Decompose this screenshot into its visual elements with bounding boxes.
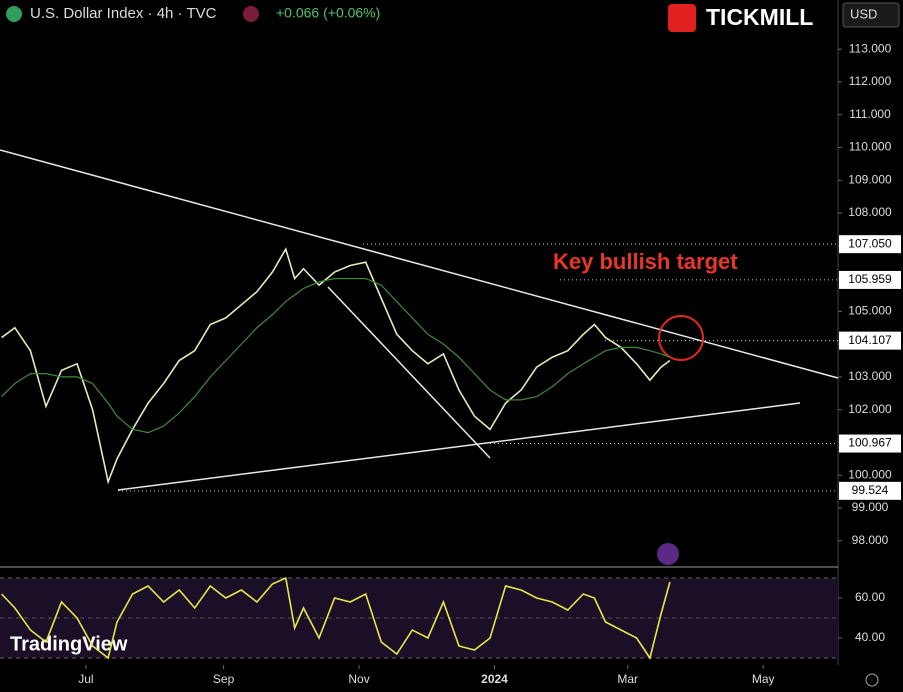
y-tick-label: 105.000: [848, 304, 892, 318]
level-label: 105.959: [848, 272, 892, 286]
level-box: [839, 270, 901, 289]
y-tick-label: 108.000: [848, 205, 892, 219]
x-tick-label: 2024: [481, 672, 508, 686]
y-tick-label: 100.000: [848, 467, 892, 481]
x-tick-label: Sep: [213, 672, 235, 686]
brand: TICKMILL: [706, 4, 813, 30]
indicator-icon: [243, 6, 259, 22]
series-line: [0, 576, 671, 660]
y-tick-label: 98.000: [852, 533, 889, 547]
x-tick-label: Nov: [348, 672, 369, 686]
annotation: Key bullish target: [553, 249, 738, 274]
level-box: [839, 481, 901, 500]
x-tick-label: Mar: [617, 672, 638, 686]
brand-logo: [668, 4, 696, 32]
settings-icon[interactable]: [865, 673, 879, 687]
y-tick-label: 111.000: [849, 107, 891, 121]
x-tick-label: May: [752, 672, 775, 686]
currency-button[interactable]: [842, 2, 900, 28]
symbol-title: U.S. Dollar Index · 4h · TVC: [30, 5, 217, 22]
x-tick-label: Jul: [78, 672, 93, 686]
level-label: 100.967: [848, 436, 892, 450]
series-line: [1, 277, 671, 434]
level-box: [839, 235, 901, 254]
y-tick-label: 40.00: [855, 630, 885, 644]
trendline: [0, 149, 839, 379]
level-label: 104.107: [848, 333, 892, 347]
y-tick-label: 109.000: [848, 172, 892, 186]
y-tick-label: 110.000: [849, 140, 892, 154]
level-box: [839, 434, 901, 453]
y-tick-label: 102.000: [848, 402, 892, 416]
y-tick-label: 112.000: [849, 74, 892, 88]
y-tick-label: 99.000: [852, 500, 889, 514]
alert-icon[interactable]: [657, 543, 679, 565]
currency[interactable]: USD: [850, 6, 877, 21]
series-line: [1, 247, 671, 485]
price-change: +0.066 (+0.06%): [276, 5, 380, 21]
trendline: [117, 402, 801, 491]
y-tick-label: 103.000: [848, 369, 892, 383]
symbol-icon: [6, 6, 22, 22]
y-tick-label: 60.00: [855, 590, 885, 604]
y-tick-label: 113.000: [849, 41, 892, 55]
level-label: 99.524: [852, 483, 889, 497]
level-label: 107.050: [848, 236, 892, 250]
trendline: [327, 286, 491, 459]
level-box: [839, 331, 901, 350]
target-circle: [658, 315, 704, 361]
